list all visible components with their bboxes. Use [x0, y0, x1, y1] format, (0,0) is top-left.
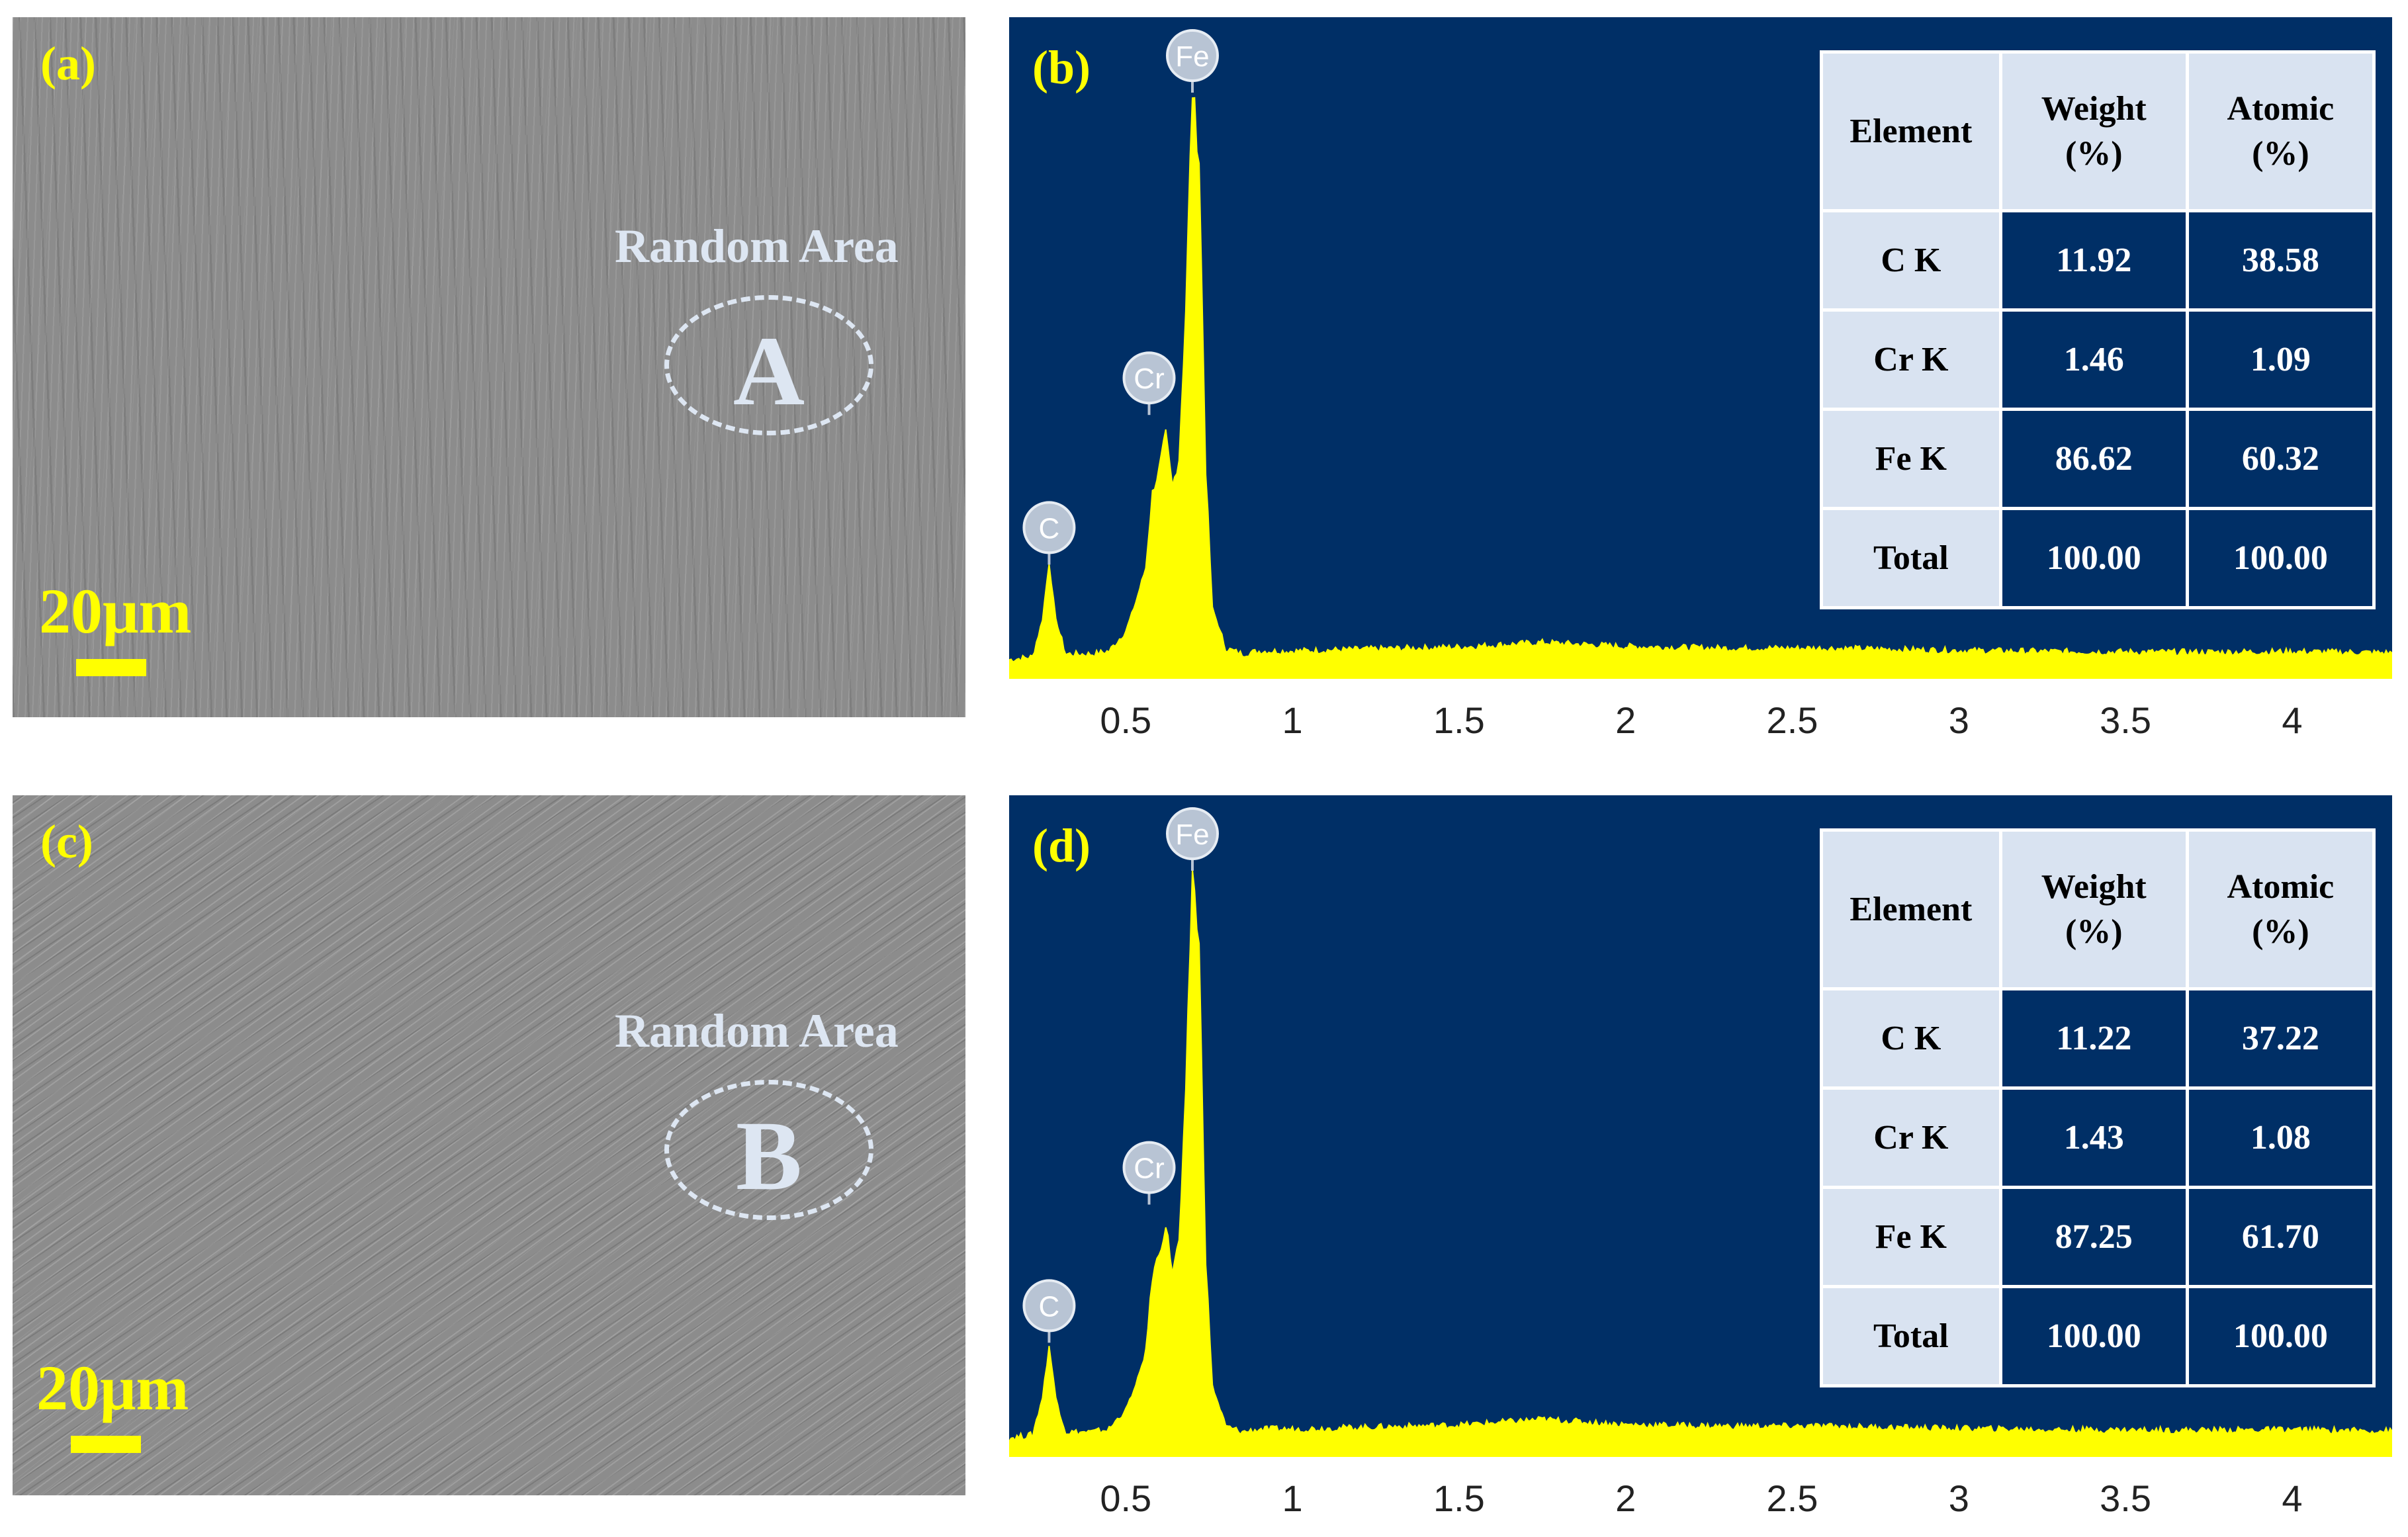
header-weight-text: Weight (%): [2041, 867, 2147, 951]
weight-value: 86.62: [1998, 408, 2189, 510]
panel-label-a: (a): [40, 37, 96, 90]
atomic-value: 61.70: [2185, 1186, 2376, 1288]
spectrum-plot-d: C Cr Fe: [1009, 807, 2392, 1457]
x-tick-label: 3.5: [2100, 1477, 2152, 1519]
x-tick-label: 4: [2282, 1477, 2303, 1519]
header-element: Element: [1820, 828, 2002, 990]
header-atomic-text: Atomic (%): [2227, 89, 2335, 173]
random-area-ellipse-c: [664, 1080, 873, 1220]
header-element: Element: [1820, 50, 2002, 212]
peak-marker-cr: Cr: [1122, 1141, 1176, 1205]
weight-value: 11.22: [1998, 987, 2189, 1090]
sem-image-a: (a) Random Area A 20μm: [13, 17, 965, 717]
peak-label-text: Fe: [1175, 818, 1209, 851]
peak-label-text: C: [1039, 512, 1060, 545]
scale-bar-a: [76, 659, 146, 676]
x-tick-label: 3: [1948, 1477, 1969, 1519]
spectrum-area: [1009, 97, 2392, 679]
random-area-letter-a: A: [733, 316, 805, 426]
x-tick-label: 2.5: [1766, 699, 1818, 741]
weight-value: 87.25: [1998, 1186, 2189, 1288]
peak-label-text: Fe: [1175, 40, 1209, 73]
random-area-title-c: Random Area: [615, 1004, 899, 1057]
panel-label-d: (d): [1032, 819, 1091, 872]
spectrum-plot-b: C Cr Fe: [1009, 29, 2392, 679]
composition-table-d: Element Weight (%) Atomic (%) C K 11.22 …: [1820, 828, 2376, 1387]
peak-label-text: C: [1039, 1290, 1060, 1323]
composition-table-b: Element Weight (%) Atomic (%) C K 11.92 …: [1820, 50, 2376, 609]
header-weight: Weight (%): [1998, 828, 2189, 990]
atomic-value: 100.00: [2185, 507, 2376, 609]
atomic-value: 37.22: [2185, 987, 2376, 1090]
peak-marker-fe: Fe: [1165, 807, 1219, 871]
random-area-letter-c: B: [735, 1101, 803, 1211]
peak-marker-c: C: [1022, 1279, 1076, 1343]
row-label: Total: [1820, 1285, 2002, 1387]
atomic-value: 1.08: [2185, 1086, 2376, 1189]
x-tick-label: 0.5: [1100, 1477, 1152, 1519]
header-atomic-text: Atomic (%): [2227, 867, 2335, 951]
atomic-value: 38.58: [2185, 209, 2376, 312]
row-label: Cr K: [1820, 1086, 2002, 1189]
atomic-value: 60.32: [2185, 408, 2376, 510]
peak-marker-c: C: [1022, 501, 1076, 565]
panel-label-c: (c): [40, 815, 93, 868]
row-label: Fe K: [1820, 1186, 2002, 1288]
x-tick-label: 1: [1282, 1477, 1303, 1519]
row-label: C K: [1820, 209, 2002, 312]
weight-value: 11.92: [1998, 209, 2189, 312]
header-atomic: Atomic (%): [2185, 50, 2376, 212]
x-tick-label: 1.5: [1433, 1477, 1485, 1519]
x-tick-label: 2: [1615, 1477, 1636, 1519]
atomic-value: 1.09: [2185, 308, 2376, 411]
scale-bar-text-a: 20μm: [39, 576, 192, 646]
x-tick-label: 3.5: [2100, 699, 2152, 741]
atomic-value: 100.00: [2185, 1285, 2376, 1387]
panel-label-b: (b): [1032, 41, 1091, 94]
peak-label-text: Cr: [1134, 363, 1164, 395]
scale-bar-c: [71, 1436, 141, 1453]
row-label: C K: [1820, 987, 2002, 1090]
row-label: Total: [1820, 507, 2002, 609]
x-tick-label: 2.5: [1766, 1477, 1818, 1519]
header-weight: Weight (%): [1998, 50, 2189, 212]
x-tick-label: 1.5: [1433, 699, 1485, 741]
header-weight-text: Weight (%): [2041, 89, 2147, 173]
x-tick-label: 1: [1282, 699, 1303, 741]
row-label: Fe K: [1820, 408, 2002, 510]
weight-value: 1.43: [1998, 1086, 2189, 1189]
scale-bar-text-c: 20μm: [36, 1352, 189, 1423]
row-label: Cr K: [1820, 308, 2002, 411]
weight-value: 100.00: [1998, 1285, 2189, 1387]
weight-value: 1.46: [1998, 308, 2189, 411]
weight-value: 100.00: [1998, 507, 2189, 609]
random-area-ellipse-a: [664, 295, 873, 435]
peak-marker-fe: Fe: [1165, 29, 1219, 93]
peak-marker-cr: Cr: [1122, 351, 1176, 416]
header-atomic: Atomic (%): [2185, 828, 2376, 990]
x-tick-label: 4: [2282, 699, 2303, 741]
x-tick-label: 2: [1615, 699, 1636, 741]
spectrum-area: [1009, 869, 2392, 1457]
sem-image-c: (c) Random Area B 20μm: [13, 795, 965, 1495]
peak-label-text: Cr: [1134, 1153, 1164, 1185]
x-tick-label: 0.5: [1100, 699, 1152, 741]
x-tick-label: 3: [1948, 699, 1969, 741]
random-area-title-a: Random Area: [615, 220, 899, 273]
